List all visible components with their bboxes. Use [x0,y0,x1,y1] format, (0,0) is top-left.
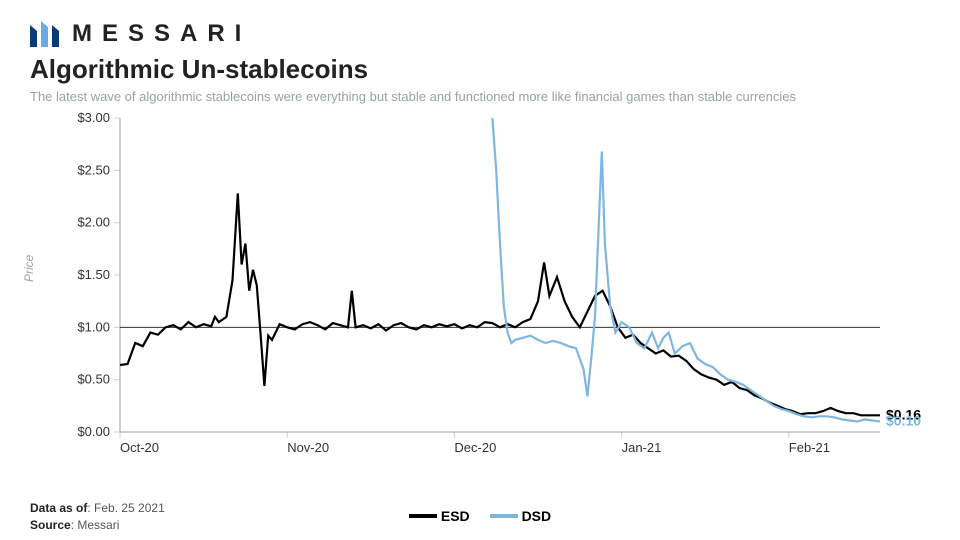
footer-date-value: Feb. 25 2021 [94,501,165,515]
line-chart: $0.00 $0.50 $1.00 $1.50 $2.00 $2.50 $3.00 Oct-2… [60,112,940,462]
svg-text:Feb-21: Feb-21 [789,440,830,455]
page: MESSARI Algorithmic Un-stablecoins The l… [0,0,960,540]
svg-text:$3.00: $3.00 [77,112,110,125]
svg-text:$1.00: $1.00 [77,319,110,334]
footer-date: Data as of: Feb. 25 2021 [30,500,165,517]
legend-swatch [409,514,437,518]
chart-area: Price $0.00$0.50$1.00$1.50$2.00$2.50$3.0… [30,112,930,482]
chart-title: Algorithmic Un-stablecoins [30,54,930,85]
svg-text:$0.50: $0.50 [77,372,110,387]
legend-swatch [490,514,518,518]
brand-row: MESSARI [30,20,930,48]
footer-source-label: Source [30,518,71,532]
footer-source-value: Messari [77,518,119,532]
svg-text:Nov-20: Nov-20 [287,440,329,455]
legend-item-esd: ESD [409,508,470,524]
chart-subtitle: The latest wave of algorithmic stablecoi… [30,89,930,104]
messari-logo-icon [30,21,64,47]
svg-text:Oct-20: Oct-20 [120,440,159,455]
svg-text:Dec-20: Dec-20 [454,440,496,455]
legend-label: ESD [441,508,470,524]
svg-text:Jan-21: Jan-21 [622,440,662,455]
footer-source: Source: Messari [30,517,165,534]
svg-text:$1.50: $1.50 [77,267,110,282]
svg-text:$0.10: $0.10 [886,413,921,429]
legend-label: DSD [522,508,552,524]
footer: Data as of: Feb. 25 2021 Source: Messari [30,500,165,534]
brand-name: MESSARI [72,20,251,48]
svg-text:$2.00: $2.00 [77,215,110,230]
y-axis-label: Price [22,255,36,282]
svg-text:$2.50: $2.50 [77,162,110,177]
footer-date-label: Data as of [30,501,87,515]
svg-text:$0.00: $0.00 [77,424,110,439]
legend-item-dsd: DSD [490,508,552,524]
